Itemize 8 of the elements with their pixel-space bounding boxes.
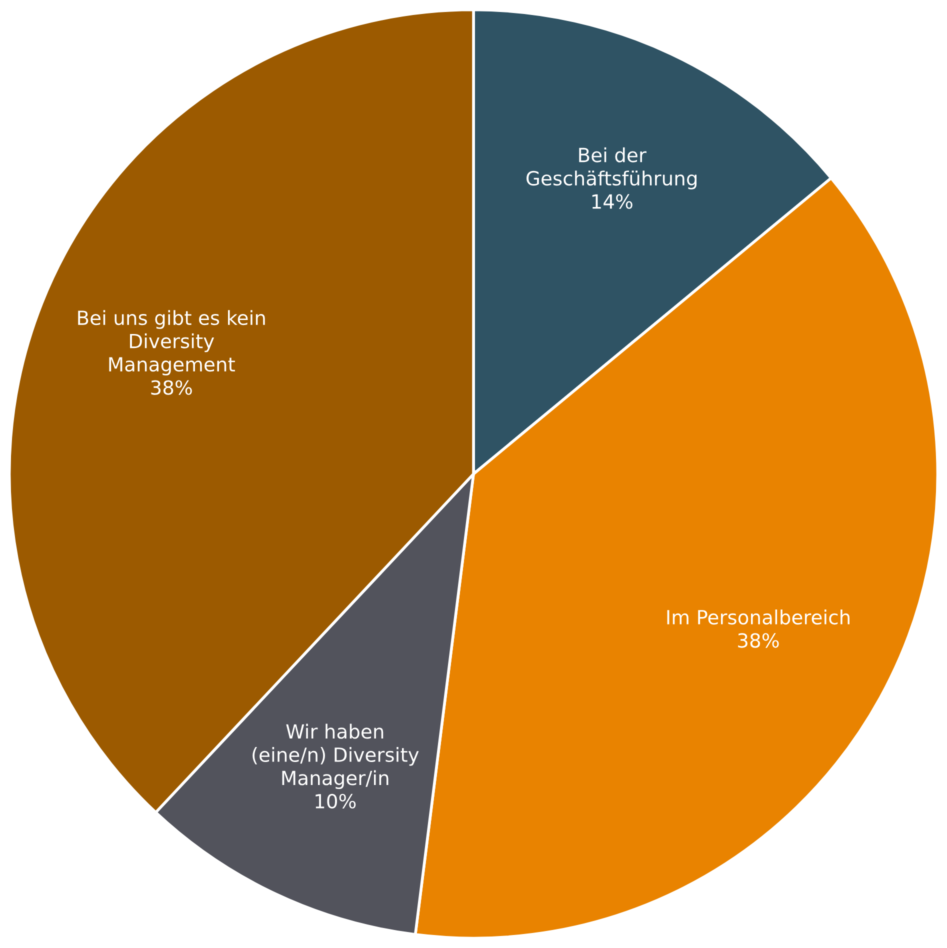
- data-label: 10%: [316, 794, 356, 809]
- slice-label: Wir haben (eine/n) Diversity Manager/in: [252, 724, 419, 790]
- slice-label: Im Personalbereich: [667, 610, 850, 625]
- slice-label: Bei uns gibt es kein Diversity Management: [78, 310, 265, 376]
- data-label: 38%: [151, 380, 192, 395]
- slice-label: Bei der Geschäftsführung: [526, 147, 697, 190]
- data-label: 38%: [738, 633, 779, 648]
- data-label: 14%: [592, 194, 632, 209]
